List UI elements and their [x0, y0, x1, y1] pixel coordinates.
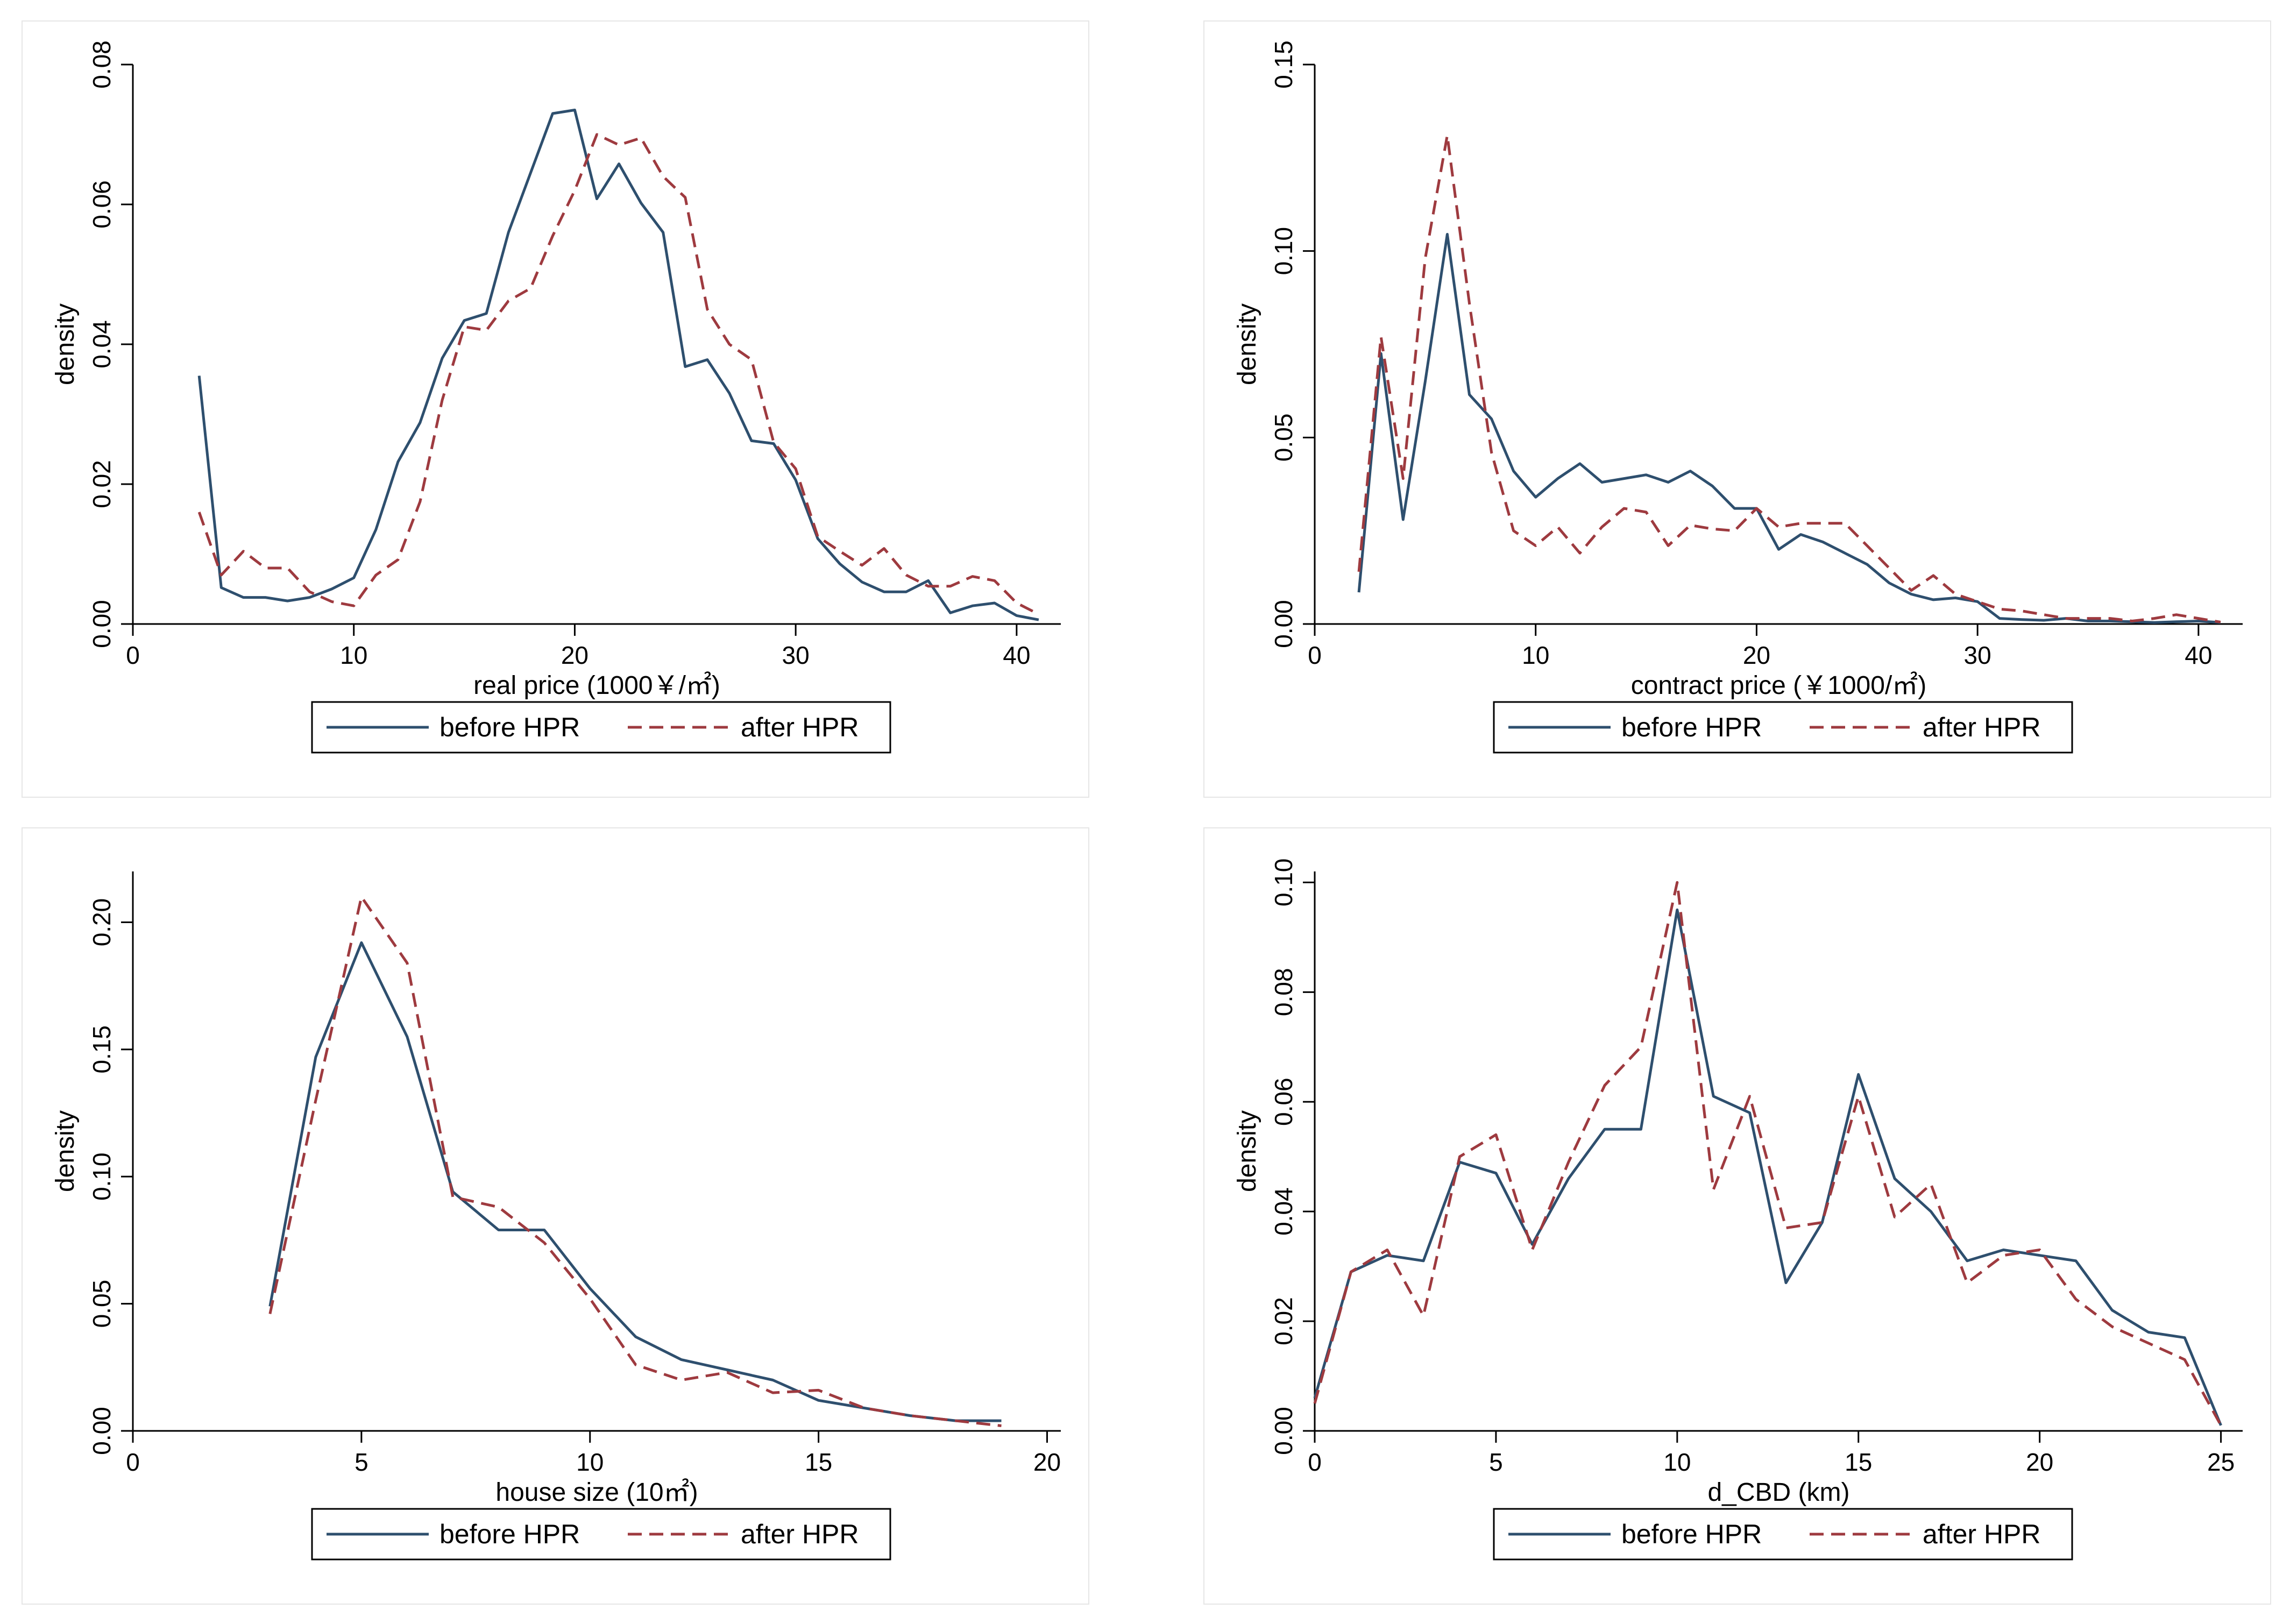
chart-panel-1: 0.00 0.02 0.04 0.06 0.08 0 10 20 30 40 real price …: [22, 20, 1089, 798]
series-after-hpr-line: [1357, 134, 2221, 623]
x-axis-title: contract price (￥1000/㎡): [1631, 671, 1927, 700]
x-tick-label: 10: [1663, 1448, 1691, 1476]
x-tick-label: 30: [782, 641, 810, 669]
series-before-hpr-line: [1313, 908, 2222, 1426]
series-before-hpr-line: [268, 941, 1002, 1422]
y-tick-label: 0.04: [1270, 1187, 1298, 1236]
chart-svg: 0.00 0.05 0.10 0.15 0 10 20 30 40 contract price …: [1233, 40, 2243, 754]
x-tick-label: 40: [2185, 641, 2212, 669]
legend-box: [1493, 1508, 2073, 1561]
y-tick-label: 0.06: [88, 180, 116, 229]
x-tick-label: 5: [355, 1448, 368, 1476]
y-tick-label: 0.00: [1270, 1407, 1298, 1455]
x-axis-title: house size (10㎡): [495, 1478, 698, 1507]
legend: before HPR after HPR: [311, 701, 891, 754]
x-tick-label: 30: [1964, 641, 1991, 669]
y-axis-title: density: [51, 303, 80, 385]
y-tick-label: 0.08: [88, 40, 116, 89]
x-tick-label: 20: [1033, 1448, 1061, 1476]
series-after-hpr-line: [1313, 881, 2222, 1427]
x-tick-label: 25: [2207, 1448, 2235, 1476]
legend-after-label: after HPR: [1923, 712, 2041, 742]
chart-svg: 0.00 0.02 0.04 0.06 0.08 0 10 20 30 40 real price …: [51, 40, 1061, 754]
legend-before-label: before HPR: [1621, 712, 1762, 742]
legend: before HPR after HPR: [1493, 1508, 2073, 1561]
legend: before HPR after HPR: [311, 1508, 891, 1561]
y-tick-label: 0.15: [1270, 40, 1298, 89]
y-tick-label: 0.10: [88, 1153, 116, 1201]
y-tick-label: 0.04: [88, 320, 116, 368]
y-tick-label: 0.02: [88, 460, 116, 508]
y-tick-label: 0.00: [88, 1407, 116, 1455]
legend-after-label: after HPR: [741, 1519, 859, 1549]
series-after-hpr-line: [268, 895, 1002, 1427]
x-tick-label: 15: [1845, 1448, 1872, 1476]
y-axis-title: density: [51, 1110, 80, 1192]
chart-panel-3: 0.00 0.05 0.10 0.15 0.20 0 5 10 15 20 house size (…: [22, 827, 1089, 1605]
y-tick-label: 0.05: [1270, 414, 1298, 462]
x-tick-label: 20: [1743, 641, 1770, 669]
y-tick-label: 0.06: [1270, 1077, 1298, 1126]
y-tick-label: 0.05: [88, 1280, 116, 1328]
x-tick-label: 10: [1522, 641, 1549, 669]
x-tick-label: 15: [805, 1448, 832, 1476]
legend: before HPR after HPR: [1493, 701, 2073, 754]
y-tick-label: 0.10: [1270, 227, 1298, 275]
x-tick-label: 0: [1308, 1448, 1322, 1476]
x-tick-label: 10: [340, 641, 367, 669]
legend-before-label: before HPR: [1621, 1519, 1762, 1549]
y-tick-label: 0.02: [1270, 1297, 1298, 1345]
legend-after-label: after HPR: [1923, 1519, 2041, 1549]
legend-after-label: after HPR: [741, 712, 859, 742]
y-tick-label: 0.00: [88, 600, 116, 648]
x-tick-label: 20: [2026, 1448, 2053, 1476]
series-before-hpr-line: [197, 109, 1039, 621]
chart-panel-2: 0.00 0.05 0.10 0.15 0 10 20 30 40 contract price …: [1203, 20, 2271, 798]
x-tick-label: 20: [561, 641, 589, 669]
x-tick-label: 5: [1489, 1448, 1503, 1476]
legend-before-label: before HPR: [439, 1519, 580, 1549]
y-tick-label: 0.20: [88, 898, 116, 947]
series-after-hpr-line: [197, 133, 1040, 616]
y-axis-title: density: [1233, 1110, 1261, 1192]
y-tick-label: 0.10: [1270, 859, 1298, 907]
x-axis-title: d_CBD (km): [1707, 1478, 1849, 1507]
chart-svg: 0.00 0.05 0.10 0.15 0.20 0 5 10 15 20 house size (…: [51, 871, 1061, 1561]
x-tick-label: 10: [576, 1448, 604, 1476]
y-axis-title: density: [1233, 303, 1261, 385]
x-tick-label: 40: [1003, 641, 1030, 669]
x-tick-label: 0: [126, 641, 140, 669]
x-tick-label: 0: [126, 1448, 140, 1476]
chart-panel-4: 0.00 0.02 0.04 0.06 0.08 0.10 0 5 10 15 20 25 d_CBD …: [1203, 827, 2271, 1605]
y-tick-label: 0.00: [1270, 600, 1298, 648]
legend-before-label: before HPR: [439, 712, 580, 742]
chart-svg: 0.00 0.02 0.04 0.06 0.08 0.10 0 5 10 15 20 25 d_CBD …: [1233, 859, 2243, 1561]
x-tick-label: 0: [1308, 641, 1322, 669]
x-axis-title: real price (1000￥/㎡): [473, 671, 720, 700]
y-tick-label: 0.15: [88, 1025, 116, 1074]
y-tick-label: 0.08: [1270, 968, 1298, 1017]
